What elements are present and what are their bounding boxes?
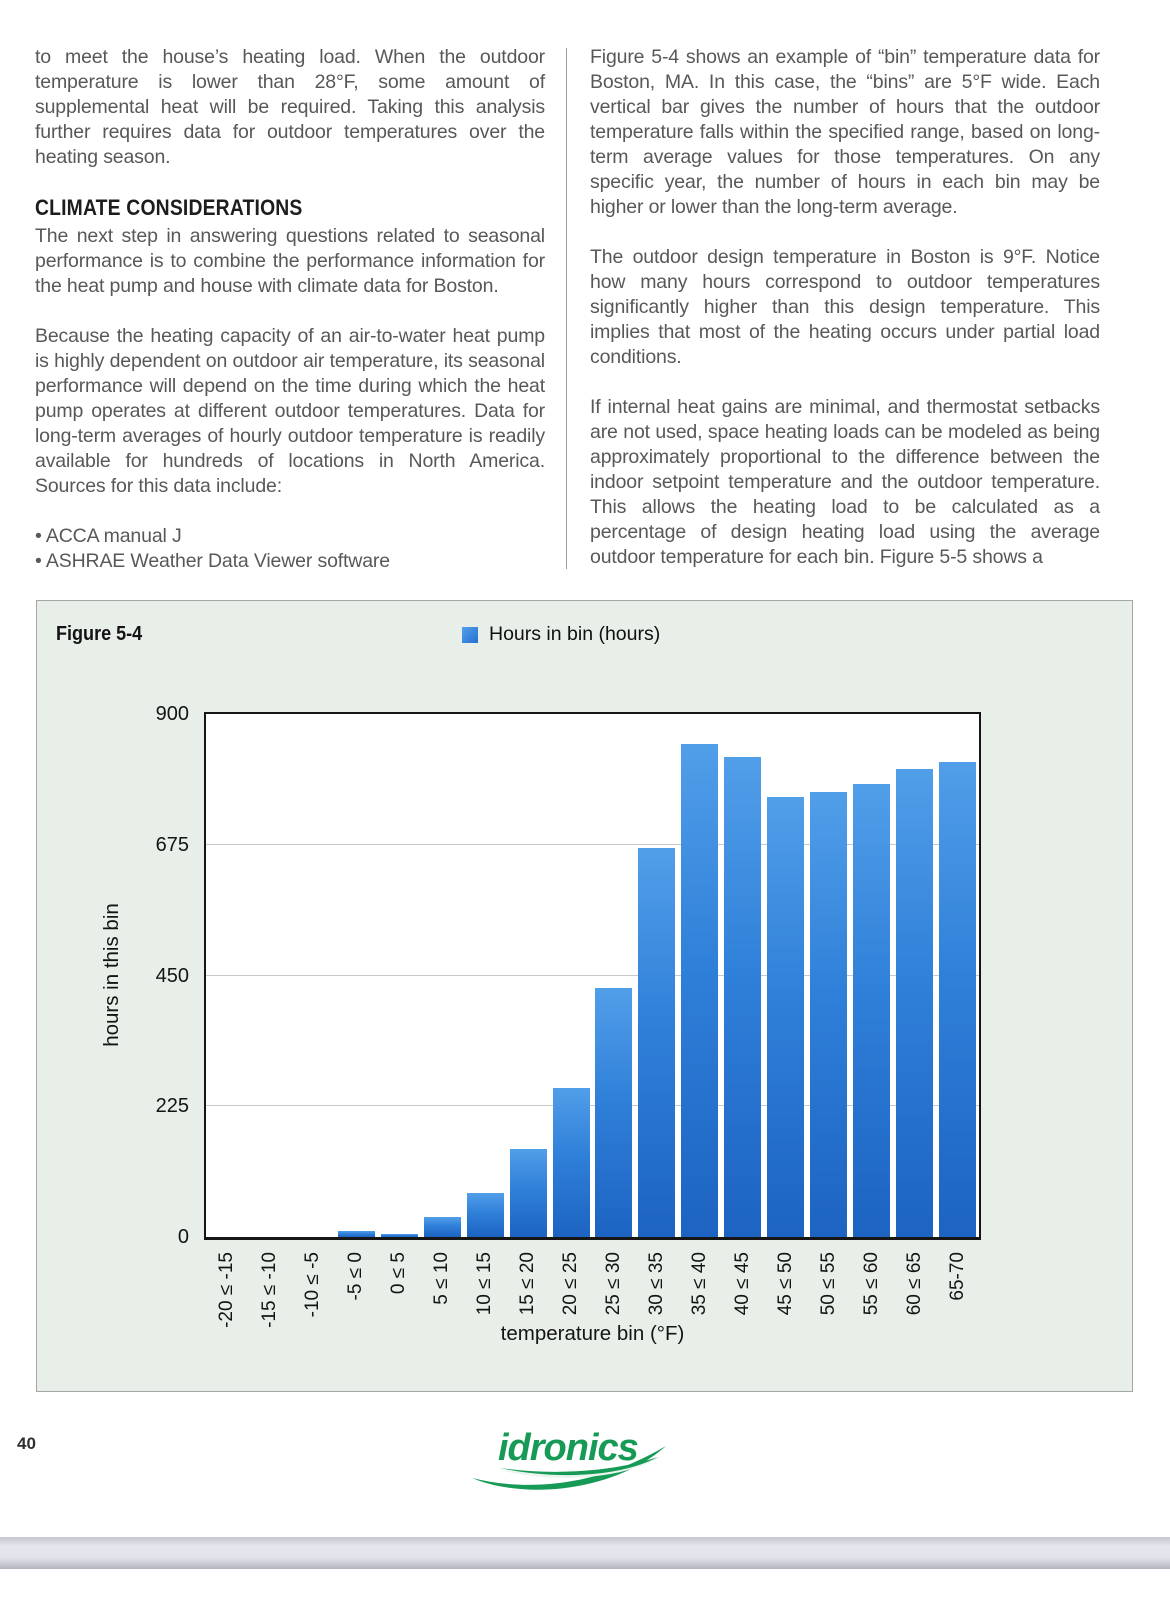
x-tick-label: 20 ≤ 25	[560, 1252, 582, 1316]
bar	[638, 848, 676, 1237]
bar	[552, 1088, 590, 1237]
chart-legend: Hours in bin (hours)	[462, 623, 660, 646]
x-tick-label: 60 ≤ 65	[903, 1252, 925, 1316]
x-axis-title: temperature bin (°F)	[500, 1322, 685, 1345]
x-tick-label: 30 ≤ 35	[645, 1252, 667, 1316]
bottom-page-edge	[0, 1537, 1170, 1569]
bullet-list: ACCA manual JASHRAE Weather Data Viewer …	[35, 524, 545, 574]
page-number: 40	[17, 1434, 36, 1453]
bar	[767, 797, 805, 1237]
legend-label: Hours in bin (hours)	[489, 623, 661, 645]
x-tick-label: 10 ≤ 15	[474, 1252, 496, 1316]
x-tick-label: 55 ≤ 60	[860, 1252, 882, 1316]
column-divider	[566, 48, 567, 569]
x-tick-label: -5 ≤ 0	[345, 1252, 367, 1301]
x-tick-label: -15 ≤ -10	[259, 1252, 281, 1328]
x-tick-label: 50 ≤ 55	[817, 1252, 839, 1316]
x-tick-label: 35 ≤ 40	[688, 1252, 710, 1316]
right-column: Figure 5-4 shows an example of “bin” tem…	[590, 45, 1100, 595]
y-tick-label: 675	[155, 833, 189, 856]
bullet-item: ACCA manual J	[35, 524, 545, 549]
svg-text:idronics: idronics	[498, 1427, 638, 1469]
paragraph: The next step in answering questions rel…	[35, 225, 545, 297]
y-tick-label: 0	[177, 1226, 189, 1248]
bar	[724, 757, 762, 1237]
bar	[466, 1193, 504, 1237]
bar	[380, 1234, 418, 1237]
bar	[681, 744, 719, 1237]
x-tick-label: 25 ≤ 30	[602, 1252, 624, 1316]
gridline	[206, 974, 979, 976]
paragraph: The outdoor design temperature in Boston…	[590, 246, 1100, 368]
paragraph: If internal heat gains are minimal, and …	[590, 396, 1100, 568]
paragraph: Because the heating capacity of an air-t…	[35, 325, 545, 497]
bar	[509, 1149, 547, 1237]
y-tick-label: 450	[155, 964, 189, 987]
y-tick-label: 225	[155, 1095, 189, 1118]
left-column: to meet the house’s heating load. When t…	[35, 45, 545, 574]
x-tick-label: 0 ≤ 5	[388, 1252, 410, 1295]
bar	[939, 762, 977, 1237]
bar	[595, 988, 633, 1237]
bar	[853, 784, 891, 1237]
paragraph: to meet the house’s heating load. When t…	[35, 46, 545, 168]
idronics-logo: idronics	[466, 1416, 674, 1501]
bar	[810, 792, 848, 1237]
bullet-item: ASHRAE Weather Data Viewer software	[35, 549, 545, 574]
bar	[896, 769, 934, 1237]
x-tick-label: 65-70	[946, 1252, 968, 1301]
x-tick-label: -10 ≤ -5	[302, 1252, 324, 1318]
chart-plot	[204, 712, 981, 1240]
x-tick-label: 45 ≤ 50	[774, 1252, 796, 1316]
x-tick-label: -20 ≤ -15	[216, 1252, 238, 1328]
figure-panel: Figure 5-4 Hours in bin (hours) hours in…	[36, 600, 1133, 1392]
section-heading: CLIMATE CONSIDERATIONS	[35, 195, 303, 220]
y-tick-label: 900	[155, 703, 189, 725]
x-tick-label: 5 ≤ 10	[431, 1252, 453, 1305]
bar	[423, 1217, 461, 1237]
legend-swatch-icon	[462, 626, 478, 643]
gridline	[206, 843, 979, 845]
bar	[337, 1231, 375, 1237]
x-tick-label: 15 ≤ 20	[517, 1252, 539, 1316]
figure-label: Figure 5-4	[56, 622, 143, 645]
x-tick-label: 40 ≤ 45	[731, 1252, 753, 1316]
gridline	[206, 1105, 979, 1107]
idronics-logo-graphic: idronics	[472, 1427, 666, 1490]
paragraph: Figure 5-4 shows an example of “bin” tem…	[590, 46, 1100, 218]
